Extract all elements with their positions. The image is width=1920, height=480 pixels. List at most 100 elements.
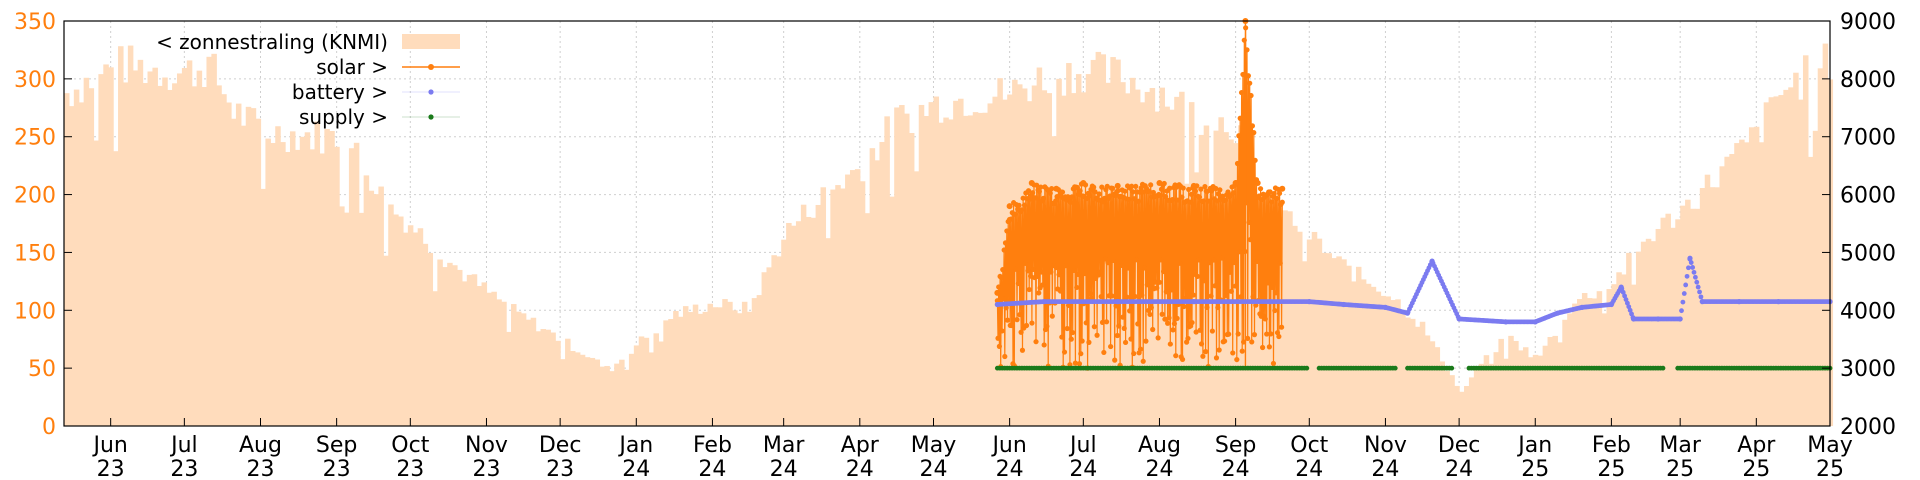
solar-point — [1259, 344, 1266, 351]
solar-point — [1139, 292, 1145, 298]
irradiance-bar — [1336, 256, 1342, 426]
solar-point — [1103, 319, 1110, 325]
irradiance-bar — [1577, 299, 1583, 426]
solar-point — [1169, 287, 1175, 293]
irradiance-bar — [555, 340, 561, 426]
irradiance-bar — [918, 104, 925, 427]
irradiance-bar — [78, 102, 85, 426]
solar-point — [1023, 322, 1030, 329]
x-tick-year-label: 23 — [546, 457, 574, 480]
irradiance-bar — [1051, 136, 1057, 426]
irradiance-bar — [206, 56, 212, 426]
solar-point — [1025, 188, 1032, 194]
solar-point — [1234, 356, 1240, 363]
solar-point — [1059, 189, 1066, 195]
irradiance-bar — [673, 311, 679, 426]
irradiance-bar — [1311, 231, 1318, 426]
solar-point — [1008, 216, 1014, 222]
irradiance-bar — [594, 359, 601, 426]
y-left-tick-label: 200 — [14, 184, 56, 209]
solar-point — [1036, 290, 1042, 296]
solar-point — [1098, 293, 1104, 300]
x-tick-year-label: 23 — [170, 457, 198, 480]
irradiance-bar — [314, 121, 321, 426]
x-tick-month-label: Jul — [1068, 433, 1097, 458]
irradiance-bar — [412, 232, 419, 426]
solar-point — [1004, 228, 1010, 234]
solar-point — [1250, 294, 1256, 300]
solar-point — [1158, 186, 1165, 192]
irradiance-bar — [1395, 299, 1401, 426]
x-tick-month-label: Mar — [763, 433, 805, 458]
irradiance-bar — [1351, 281, 1357, 426]
irradiance-bar — [913, 171, 920, 426]
solar-point — [1091, 184, 1097, 190]
solar-point — [1034, 182, 1040, 188]
solar-point — [1125, 265, 1131, 271]
irradiance-bar — [1301, 261, 1308, 426]
irradiance-bar — [786, 222, 792, 426]
irradiance-bar — [1611, 284, 1617, 426]
irradiance-bar — [1680, 205, 1686, 426]
solar-point — [1056, 272, 1062, 278]
solar-point — [1049, 313, 1055, 319]
solar-point — [1040, 195, 1047, 201]
solar-point — [1177, 260, 1183, 266]
battery-point — [1681, 291, 1687, 296]
solar-point — [1265, 280, 1271, 286]
irradiance-bar — [1542, 345, 1549, 426]
solar-point — [1173, 353, 1179, 359]
irradiance-bar — [511, 304, 517, 426]
irradiance-bar — [746, 311, 753, 426]
irradiance-bar — [1758, 142, 1765, 426]
irradiance-bar — [859, 181, 866, 426]
solar-point — [1001, 247, 1007, 253]
y-right-tick-label: 4000 — [1840, 299, 1896, 324]
irradiance-bar — [579, 354, 586, 426]
battery-point — [1503, 319, 1509, 325]
irradiance-bar — [751, 298, 758, 426]
solar-point — [1266, 344, 1272, 350]
irradiance-bar — [894, 107, 900, 427]
y-left-tick-label: 100 — [14, 299, 56, 324]
irradiance-bar — [255, 118, 262, 427]
solar-point — [1245, 73, 1251, 79]
irradiance-bar — [889, 196, 895, 426]
irradiance-bar — [569, 351, 576, 426]
irradiance-bar — [899, 105, 905, 427]
irradiance-bar — [1208, 195, 1215, 426]
y-right-tick-label: 8000 — [1840, 68, 1896, 93]
y-right-tick-label: 9000 — [1840, 10, 1896, 35]
irradiance-bar — [147, 71, 154, 427]
irradiance-bar — [845, 174, 851, 426]
solar-point — [1064, 325, 1070, 332]
irradiance-bar — [113, 151, 119, 427]
solar-point — [1129, 183, 1135, 189]
irradiance-bar — [668, 319, 674, 426]
battery-point — [994, 301, 1000, 308]
solar-point — [1167, 185, 1173, 191]
irradiance-bar — [1788, 87, 1794, 427]
solar-point — [1030, 190, 1036, 196]
x-tick-month-label: Apr — [841, 433, 880, 458]
battery-point — [1404, 310, 1411, 316]
irradiance-bar — [1532, 354, 1539, 426]
solar-point — [1264, 331, 1270, 337]
battery-point — [1041, 299, 1047, 305]
solar-point — [1216, 347, 1222, 353]
solar-point — [1027, 273, 1034, 279]
irradiance-bar — [1572, 303, 1578, 426]
irradiance-bar — [1626, 252, 1632, 426]
solar-point — [1248, 92, 1254, 99]
irradiance-bar — [1252, 218, 1259, 426]
irradiance-bar — [682, 306, 689, 426]
solar-point — [1235, 331, 1241, 337]
irradiance-bar — [638, 336, 645, 426]
solar-point — [1130, 189, 1136, 195]
solar-point — [1040, 282, 1046, 288]
irradiance-bar — [491, 291, 497, 426]
irradiance-bar — [176, 73, 183, 426]
irradiance-bar — [191, 86, 198, 426]
solar-point — [1200, 198, 1207, 204]
irradiance-bar — [1812, 130, 1819, 426]
